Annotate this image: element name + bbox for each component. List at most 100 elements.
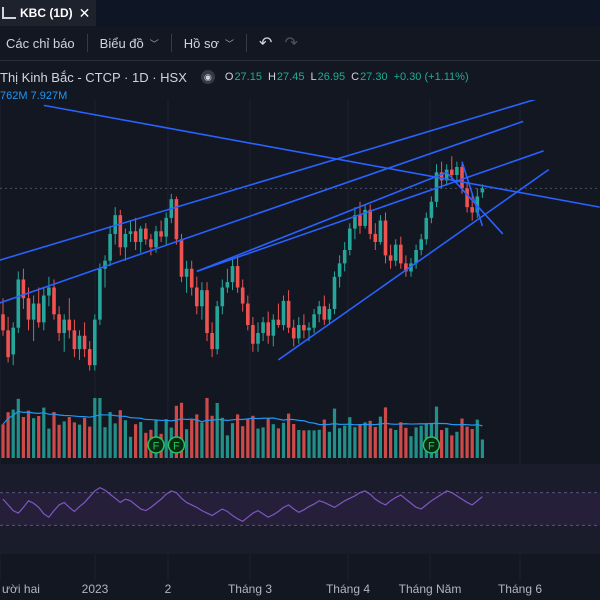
symbol-legend: Thị Kinh Bắc - CTCP · 1D · HSX ◉ O 27.15 … — [0, 66, 600, 88]
candle-body — [240, 287, 245, 304]
eye-icon[interactable]: ◉ — [200, 70, 215, 84]
candle-body — [128, 231, 133, 234]
volume-bar — [363, 422, 367, 458]
chart-tab[interactable]: KBC (1D) ✕ — [0, 0, 96, 26]
volume-bar — [465, 426, 469, 458]
candle-body — [230, 266, 235, 283]
candle — [475, 188, 480, 218]
candle-body — [322, 306, 327, 320]
indicators-label: Các chỉ báo — [6, 35, 75, 51]
candle-body — [276, 319, 281, 325]
volume-bar — [373, 427, 377, 458]
volume-bar — [302, 430, 306, 458]
candle-body — [337, 263, 342, 277]
volume-bar — [123, 420, 127, 458]
redo-icon: ↷ — [284, 35, 298, 52]
undo-icon: ↶ — [259, 35, 273, 52]
candle — [108, 225, 112, 267]
candle — [133, 217, 138, 250]
candle — [419, 233, 423, 256]
x-tick-label: Tháng 6 — [498, 582, 542, 596]
chevron-down-icon: ﹀ — [225, 38, 235, 49]
candle — [424, 212, 429, 245]
indicators-button[interactable]: Các chỉ báo — [0, 26, 81, 60]
volume-bar — [434, 406, 439, 458]
candle-body — [118, 215, 123, 248]
candle-body — [307, 327, 311, 331]
x-tick-label: 2023 — [82, 582, 109, 596]
candle-body — [36, 303, 41, 323]
volume-value: 762M — [0, 90, 28, 102]
chart-menu-button[interactable]: Biểu đồ ﹀ — [94, 26, 165, 60]
candle-body — [317, 306, 321, 315]
profile-menu-label: Hồ sơ — [183, 35, 220, 51]
candle-body — [225, 282, 230, 288]
candle-body — [210, 333, 214, 350]
chart-menu-label: Biểu đồ — [99, 35, 144, 51]
trendline — [461, 161, 484, 227]
candle-body — [189, 268, 194, 288]
volume-bar — [404, 427, 408, 458]
candle-body — [16, 279, 21, 328]
event-marker: F — [147, 436, 165, 454]
redo-button[interactable]: ↷ — [278, 26, 303, 60]
volume-bar — [185, 429, 189, 458]
candle-body — [138, 228, 143, 242]
candle — [337, 255, 342, 288]
candle-body — [312, 314, 316, 328]
candle-body — [77, 335, 82, 350]
candle-body — [72, 330, 77, 350]
undo-button[interactable]: ↶ — [253, 26, 278, 60]
candle — [302, 314, 306, 339]
volume-bar — [230, 423, 235, 458]
volume-bar — [251, 415, 255, 458]
low-value: 26.95 — [317, 71, 346, 83]
toolbar-divider — [246, 34, 248, 52]
candle-body — [93, 319, 97, 366]
volume-bar — [307, 430, 311, 458]
volume-bar — [455, 431, 459, 458]
candle-body — [455, 166, 459, 175]
candle — [144, 223, 148, 245]
candle-body — [62, 319, 66, 334]
volume-bar — [83, 417, 87, 458]
volume-bar — [343, 425, 347, 458]
volume-bar — [292, 424, 296, 458]
candle — [174, 196, 179, 245]
volume-bar — [205, 398, 209, 458]
event-marker-label: F — [153, 441, 160, 453]
candle — [404, 255, 408, 277]
candle-body — [480, 188, 485, 193]
volume-bar — [368, 420, 372, 458]
candle — [327, 303, 332, 325]
candle-body — [465, 188, 469, 208]
candle — [103, 255, 107, 288]
candle-body — [108, 233, 112, 261]
candle-body — [470, 207, 474, 213]
close-icon[interactable]: ✕ — [78, 4, 91, 21]
volume-bar — [174, 405, 178, 458]
candle — [276, 303, 281, 328]
candle-body — [220, 287, 225, 307]
volume-bar — [297, 430, 301, 458]
candle — [388, 244, 393, 269]
volume-bar — [332, 408, 337, 458]
volume-bar — [358, 424, 362, 458]
candle — [317, 300, 321, 323]
candle — [256, 322, 260, 352]
candle — [348, 223, 352, 256]
candle-body — [87, 349, 92, 366]
x-tick-label: 2 — [165, 582, 172, 596]
candle-body — [26, 298, 31, 320]
candle-body — [154, 231, 158, 248]
candle-body — [174, 199, 179, 240]
candle — [373, 223, 378, 250]
price-chart[interactable]: F F F ười hai 2023 2 Tháng 3 Tháng 4 Tháng Năm T… — [0, 100, 600, 600]
event-marker-circle — [167, 436, 186, 454]
candle — [363, 204, 367, 229]
candle — [455, 161, 459, 184]
profile-menu-button[interactable]: Hồ sơ ﹀ — [178, 26, 240, 60]
candle-body — [113, 215, 117, 234]
high-value: 27.45 — [276, 71, 305, 83]
candle-body — [353, 215, 357, 229]
